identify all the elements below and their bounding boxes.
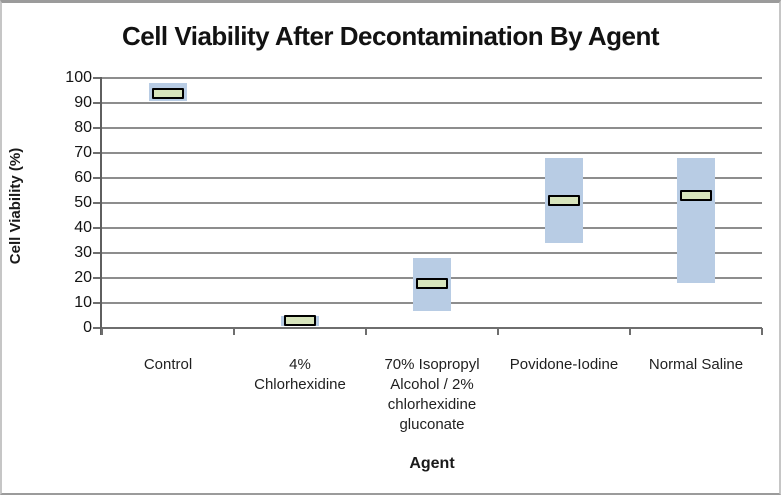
gridline xyxy=(102,102,762,104)
y-tick-label: 0 xyxy=(83,319,92,336)
x-axis-tick xyxy=(761,328,763,335)
x-axis-tick xyxy=(365,328,367,335)
y-axis-tick xyxy=(93,102,100,104)
gridline xyxy=(102,202,762,204)
x-category-label: Povidone-Iodine xyxy=(509,356,619,373)
x-axis-title: Agent xyxy=(409,455,455,472)
y-axis-title: Cell Viability (%) xyxy=(7,147,24,265)
median-marker xyxy=(680,190,712,201)
gridline xyxy=(102,252,762,254)
x-axis-tick xyxy=(101,328,103,335)
x-axis-tick xyxy=(233,328,235,335)
median-marker xyxy=(284,315,316,326)
gridline xyxy=(102,127,762,129)
x-category-label: 70% Isopropyl Alcohol / 2% chlorhexidine… xyxy=(384,356,480,433)
y-tick-label: 20 xyxy=(74,269,92,286)
y-tick-label: 80 xyxy=(74,119,92,136)
y-axis-tick xyxy=(93,177,100,179)
y-axis-tick xyxy=(93,327,100,329)
y-tick-label: 90 xyxy=(74,94,92,111)
y-axis-tick xyxy=(93,227,100,229)
gridline xyxy=(102,152,762,154)
y-axis-tick xyxy=(93,252,100,254)
y-axis-line xyxy=(100,77,102,335)
y-axis-tick xyxy=(93,302,100,304)
y-axis-tick xyxy=(93,127,100,129)
chart-title: Cell Viability After Decontamination By … xyxy=(121,21,660,51)
gridline xyxy=(102,177,762,179)
y-tick-label: 30 xyxy=(74,244,92,261)
gridline xyxy=(102,227,762,229)
y-axis-tick xyxy=(93,77,100,79)
gridline xyxy=(102,77,762,79)
y-axis-tick xyxy=(93,202,100,204)
y-tick-label: 60 xyxy=(74,169,92,186)
y-tick-label: 50 xyxy=(74,194,92,211)
y-axis-tick xyxy=(93,152,100,154)
x-category-label: 4% Chlorhexidine xyxy=(254,356,346,393)
x-axis-tick xyxy=(497,328,499,335)
y-tick-label: 10 xyxy=(74,294,92,311)
x-category-label: Control xyxy=(143,356,193,373)
x-category-label: Normal Saline xyxy=(648,356,744,373)
gridline xyxy=(102,327,762,329)
median-marker xyxy=(416,277,448,289)
x-axis-tick xyxy=(629,328,631,335)
plot-area: 0 10 20 30 40 50 60 70 80 90 100 Control 4% Chlorhex… xyxy=(65,69,763,433)
y-tick-label: 70 xyxy=(74,144,92,161)
y-tick-label: 40 xyxy=(74,219,92,236)
median-marker xyxy=(548,195,580,206)
median-marker xyxy=(152,87,184,99)
y-tick-label: 100 xyxy=(65,69,92,86)
y-axis-tick xyxy=(93,277,100,279)
range-bar xyxy=(677,158,715,283)
